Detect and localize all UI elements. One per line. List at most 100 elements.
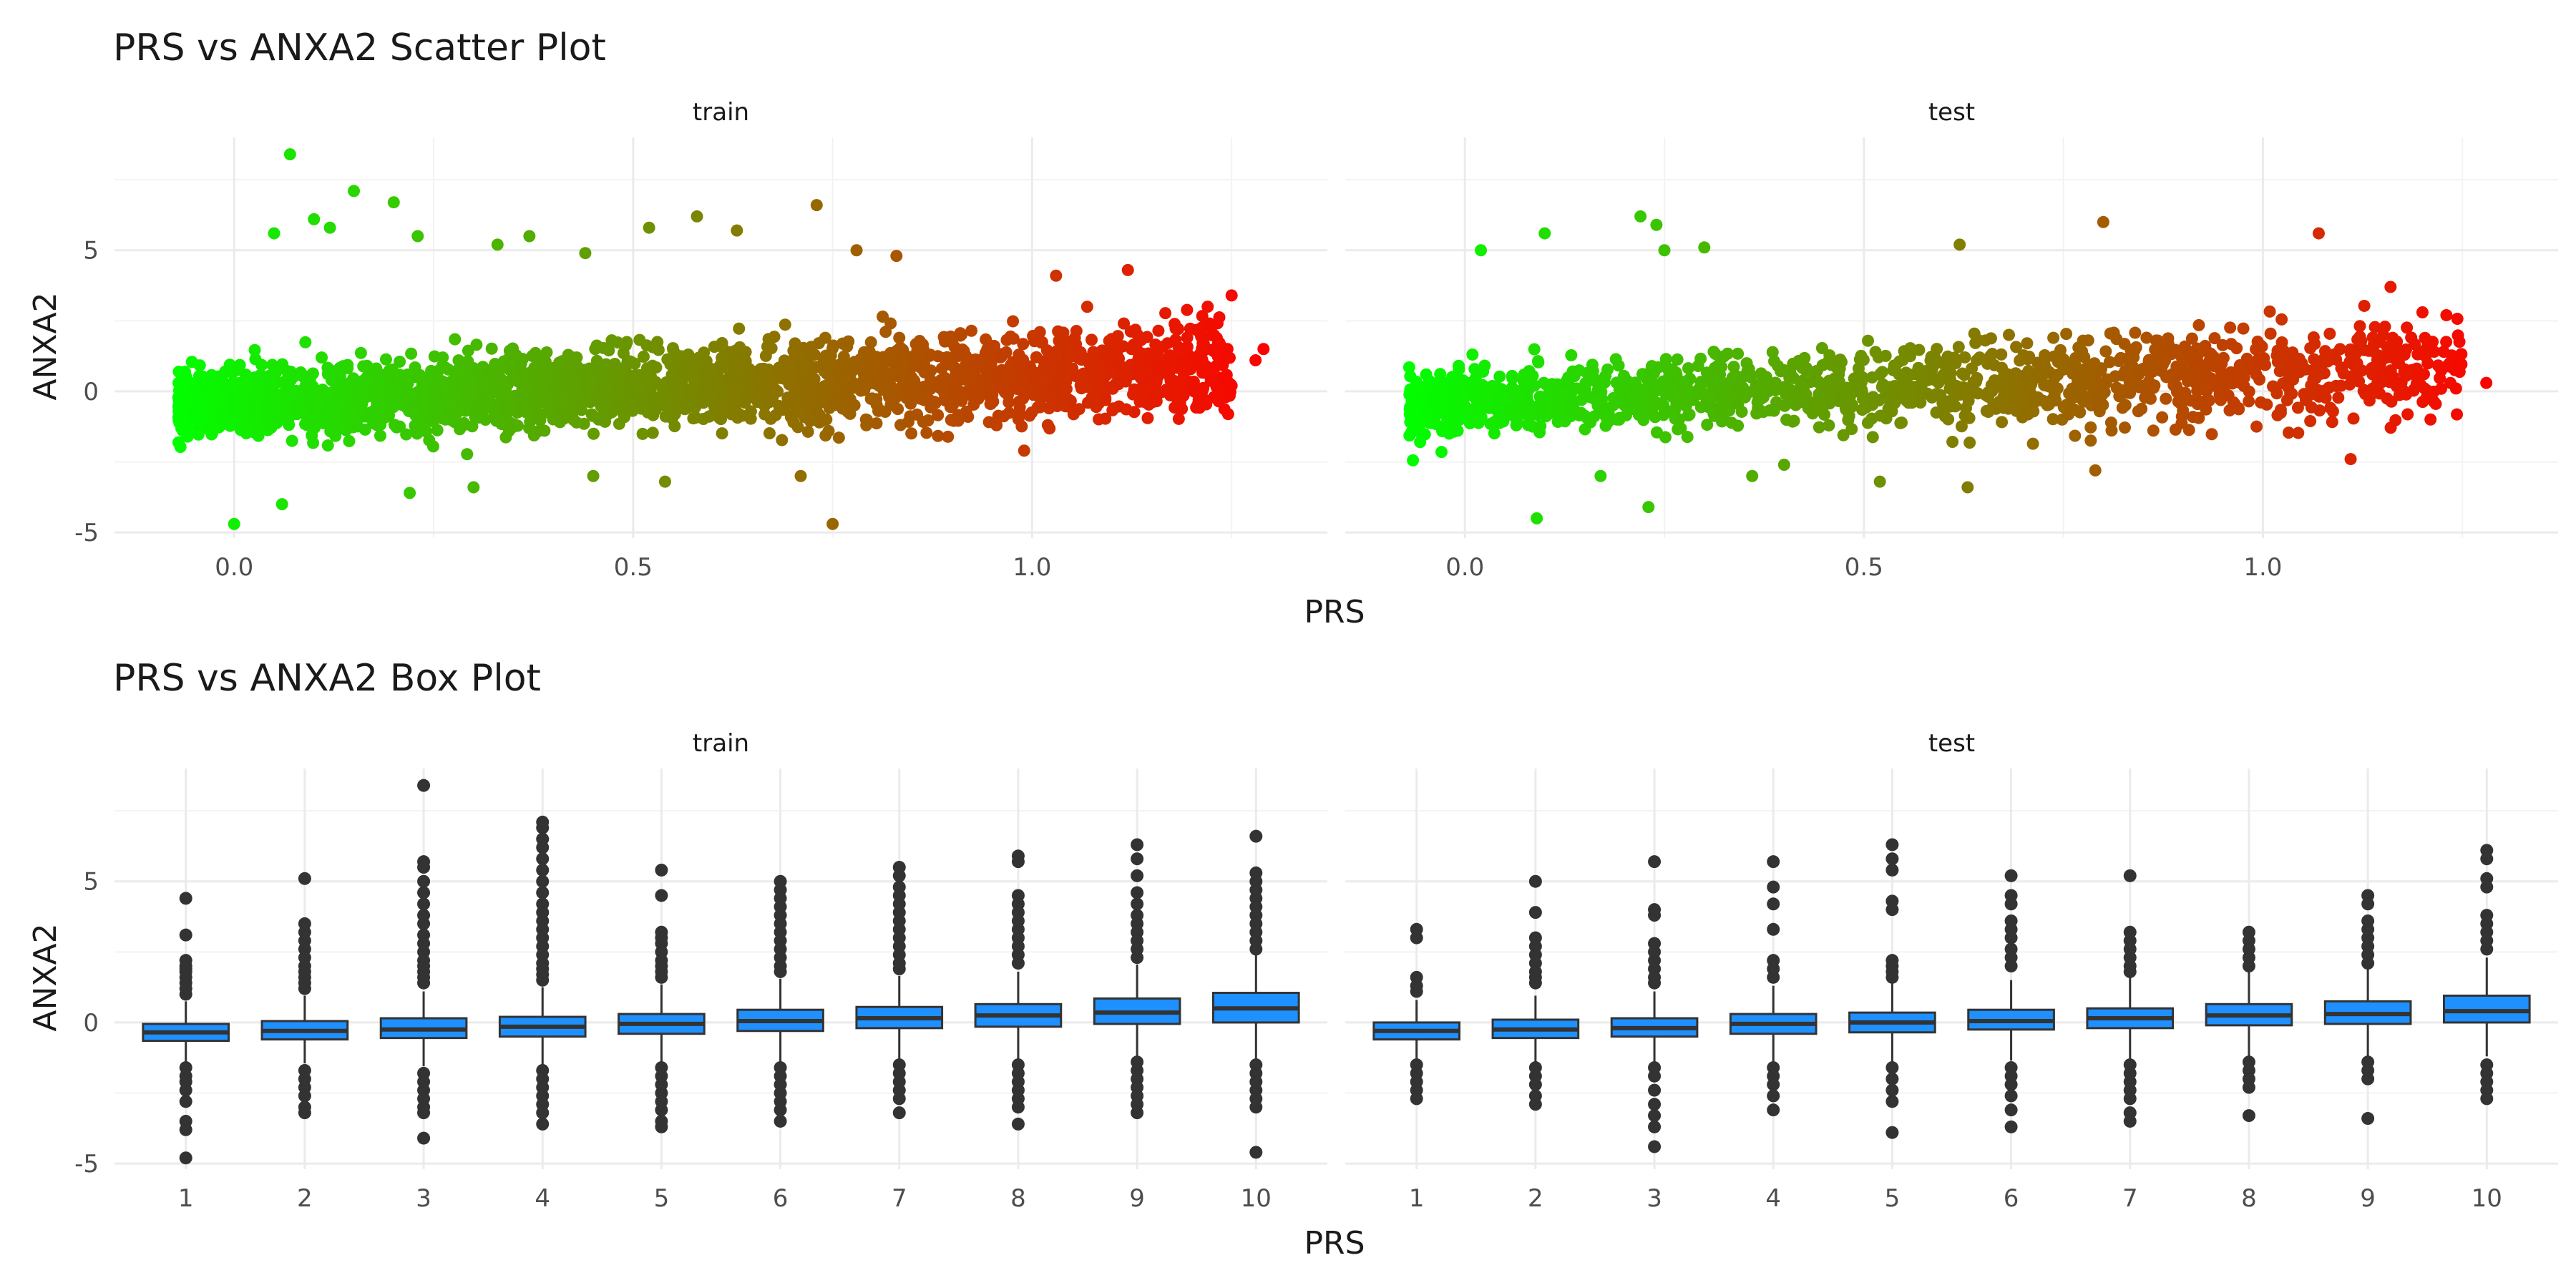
scatter-point	[1888, 359, 1901, 372]
scatter-point	[691, 361, 703, 374]
scatter-point	[698, 389, 711, 401]
scatter-point	[242, 421, 255, 434]
box-outlier-point	[1131, 852, 1144, 866]
scatter-point	[289, 399, 302, 411]
scatter-point	[1520, 377, 1533, 390]
scatter-point	[1681, 431, 1694, 444]
scatter-point	[1423, 414, 1436, 427]
box-outlier-point	[1528, 874, 1542, 888]
scatter-point	[1579, 423, 1591, 436]
scatter-point	[1934, 372, 1947, 385]
scatter-point	[972, 384, 985, 397]
scatter-point	[716, 427, 728, 440]
box-outlier-point	[417, 976, 431, 990]
scatter-point	[193, 359, 206, 372]
scatter-point	[1732, 347, 1745, 360]
scatter-point	[499, 399, 512, 412]
scatter-point	[1584, 372, 1597, 385]
scatter-point	[2304, 415, 2317, 428]
scatter-point	[1225, 289, 1238, 302]
box-outlier-point	[179, 1123, 192, 1136]
scatter-point	[387, 196, 400, 209]
scatter-point	[316, 351, 328, 364]
scatter-point	[948, 386, 961, 399]
box-train-x-tick-label: 4	[535, 1184, 550, 1213]
scatter-point	[294, 366, 307, 379]
box-test-x-tick-label: 4	[1765, 1184, 1781, 1213]
scatter-point	[2275, 313, 2288, 326]
scatter-point	[232, 364, 245, 376]
scatter-point	[1118, 363, 1131, 376]
box-test-category-9	[2323, 889, 2412, 1126]
scatter-point	[1522, 419, 1535, 431]
scatter-point	[2213, 388, 2226, 401]
scatter-point	[927, 397, 940, 410]
scatter-point	[1181, 303, 1194, 316]
scatter-point	[809, 386, 821, 399]
scatter-point	[383, 409, 396, 422]
scatter-point	[411, 427, 424, 440]
box-train-category-6	[736, 874, 824, 1128]
scatter-point	[1732, 397, 1745, 410]
scatter-point	[509, 373, 522, 386]
scatter-point	[2273, 365, 2286, 378]
scatter-point	[1717, 396, 1729, 409]
scatter-point	[489, 358, 502, 371]
scatter-point	[890, 250, 903, 263]
scatter-point	[1478, 359, 1491, 372]
scatter-point	[1510, 419, 1523, 431]
scatter-point	[318, 386, 331, 399]
box-train-category-7	[855, 861, 944, 1120]
scatter-point	[1441, 415, 1454, 428]
scatter-point	[555, 409, 568, 421]
scatter-point	[1845, 423, 1858, 436]
scatter-point	[203, 380, 215, 393]
box-outlier-point	[892, 1092, 906, 1106]
scatter-point	[286, 434, 298, 447]
scatter-point	[522, 421, 535, 434]
scatter-point	[529, 346, 542, 359]
scatter-point	[2010, 341, 2023, 353]
box-train-x-tick-label: 6	[773, 1184, 789, 1213]
scatter-point	[984, 398, 997, 411]
scatter-point	[2002, 328, 2015, 341]
scatter-point	[2068, 404, 2081, 416]
scatter-point	[1702, 374, 1715, 386]
scatter-point	[733, 322, 746, 335]
scatter-point	[1902, 396, 1915, 409]
scatter-point	[1931, 343, 1943, 356]
scatter-point	[1566, 401, 1579, 414]
scatter-point	[688, 386, 701, 399]
scatter-point	[1615, 382, 1628, 395]
scatter-point	[2292, 426, 2305, 439]
scatter-point	[2135, 402, 2148, 415]
scatter-point	[1961, 481, 1974, 494]
scatter-point	[668, 420, 681, 433]
box-test-category-8	[2205, 925, 2293, 1123]
box-outlier-point	[2004, 1120, 2018, 1133]
scatter-point	[1169, 333, 1182, 346]
scatter-point	[2095, 362, 2108, 375]
box-test-category-10	[2442, 844, 2531, 1106]
scatter-point	[2353, 320, 2366, 333]
scatter-point	[1190, 401, 1203, 414]
scatter-test-strip-label: test	[1928, 98, 1975, 127]
scatter-point	[1184, 322, 1196, 335]
scatter-point	[608, 361, 621, 374]
box-outlier-point	[1767, 922, 1780, 936]
scatter-point	[1671, 353, 1684, 366]
scatter-point	[597, 341, 610, 354]
scatter-point	[1107, 346, 1120, 359]
scatter-point	[567, 413, 580, 426]
scatter-point	[1223, 389, 1236, 402]
scatter-point	[2099, 345, 2112, 358]
scatter-point	[489, 411, 502, 424]
scatter-point	[997, 410, 1010, 423]
scatter-point	[826, 386, 839, 399]
box-outlier-point	[655, 1120, 668, 1133]
box-train-y-tick-label: 5	[83, 868, 99, 897]
scatter-point	[923, 349, 936, 362]
scatter-point	[1746, 469, 1759, 482]
scatter-point	[870, 417, 883, 430]
scatter-point	[1896, 416, 1908, 429]
